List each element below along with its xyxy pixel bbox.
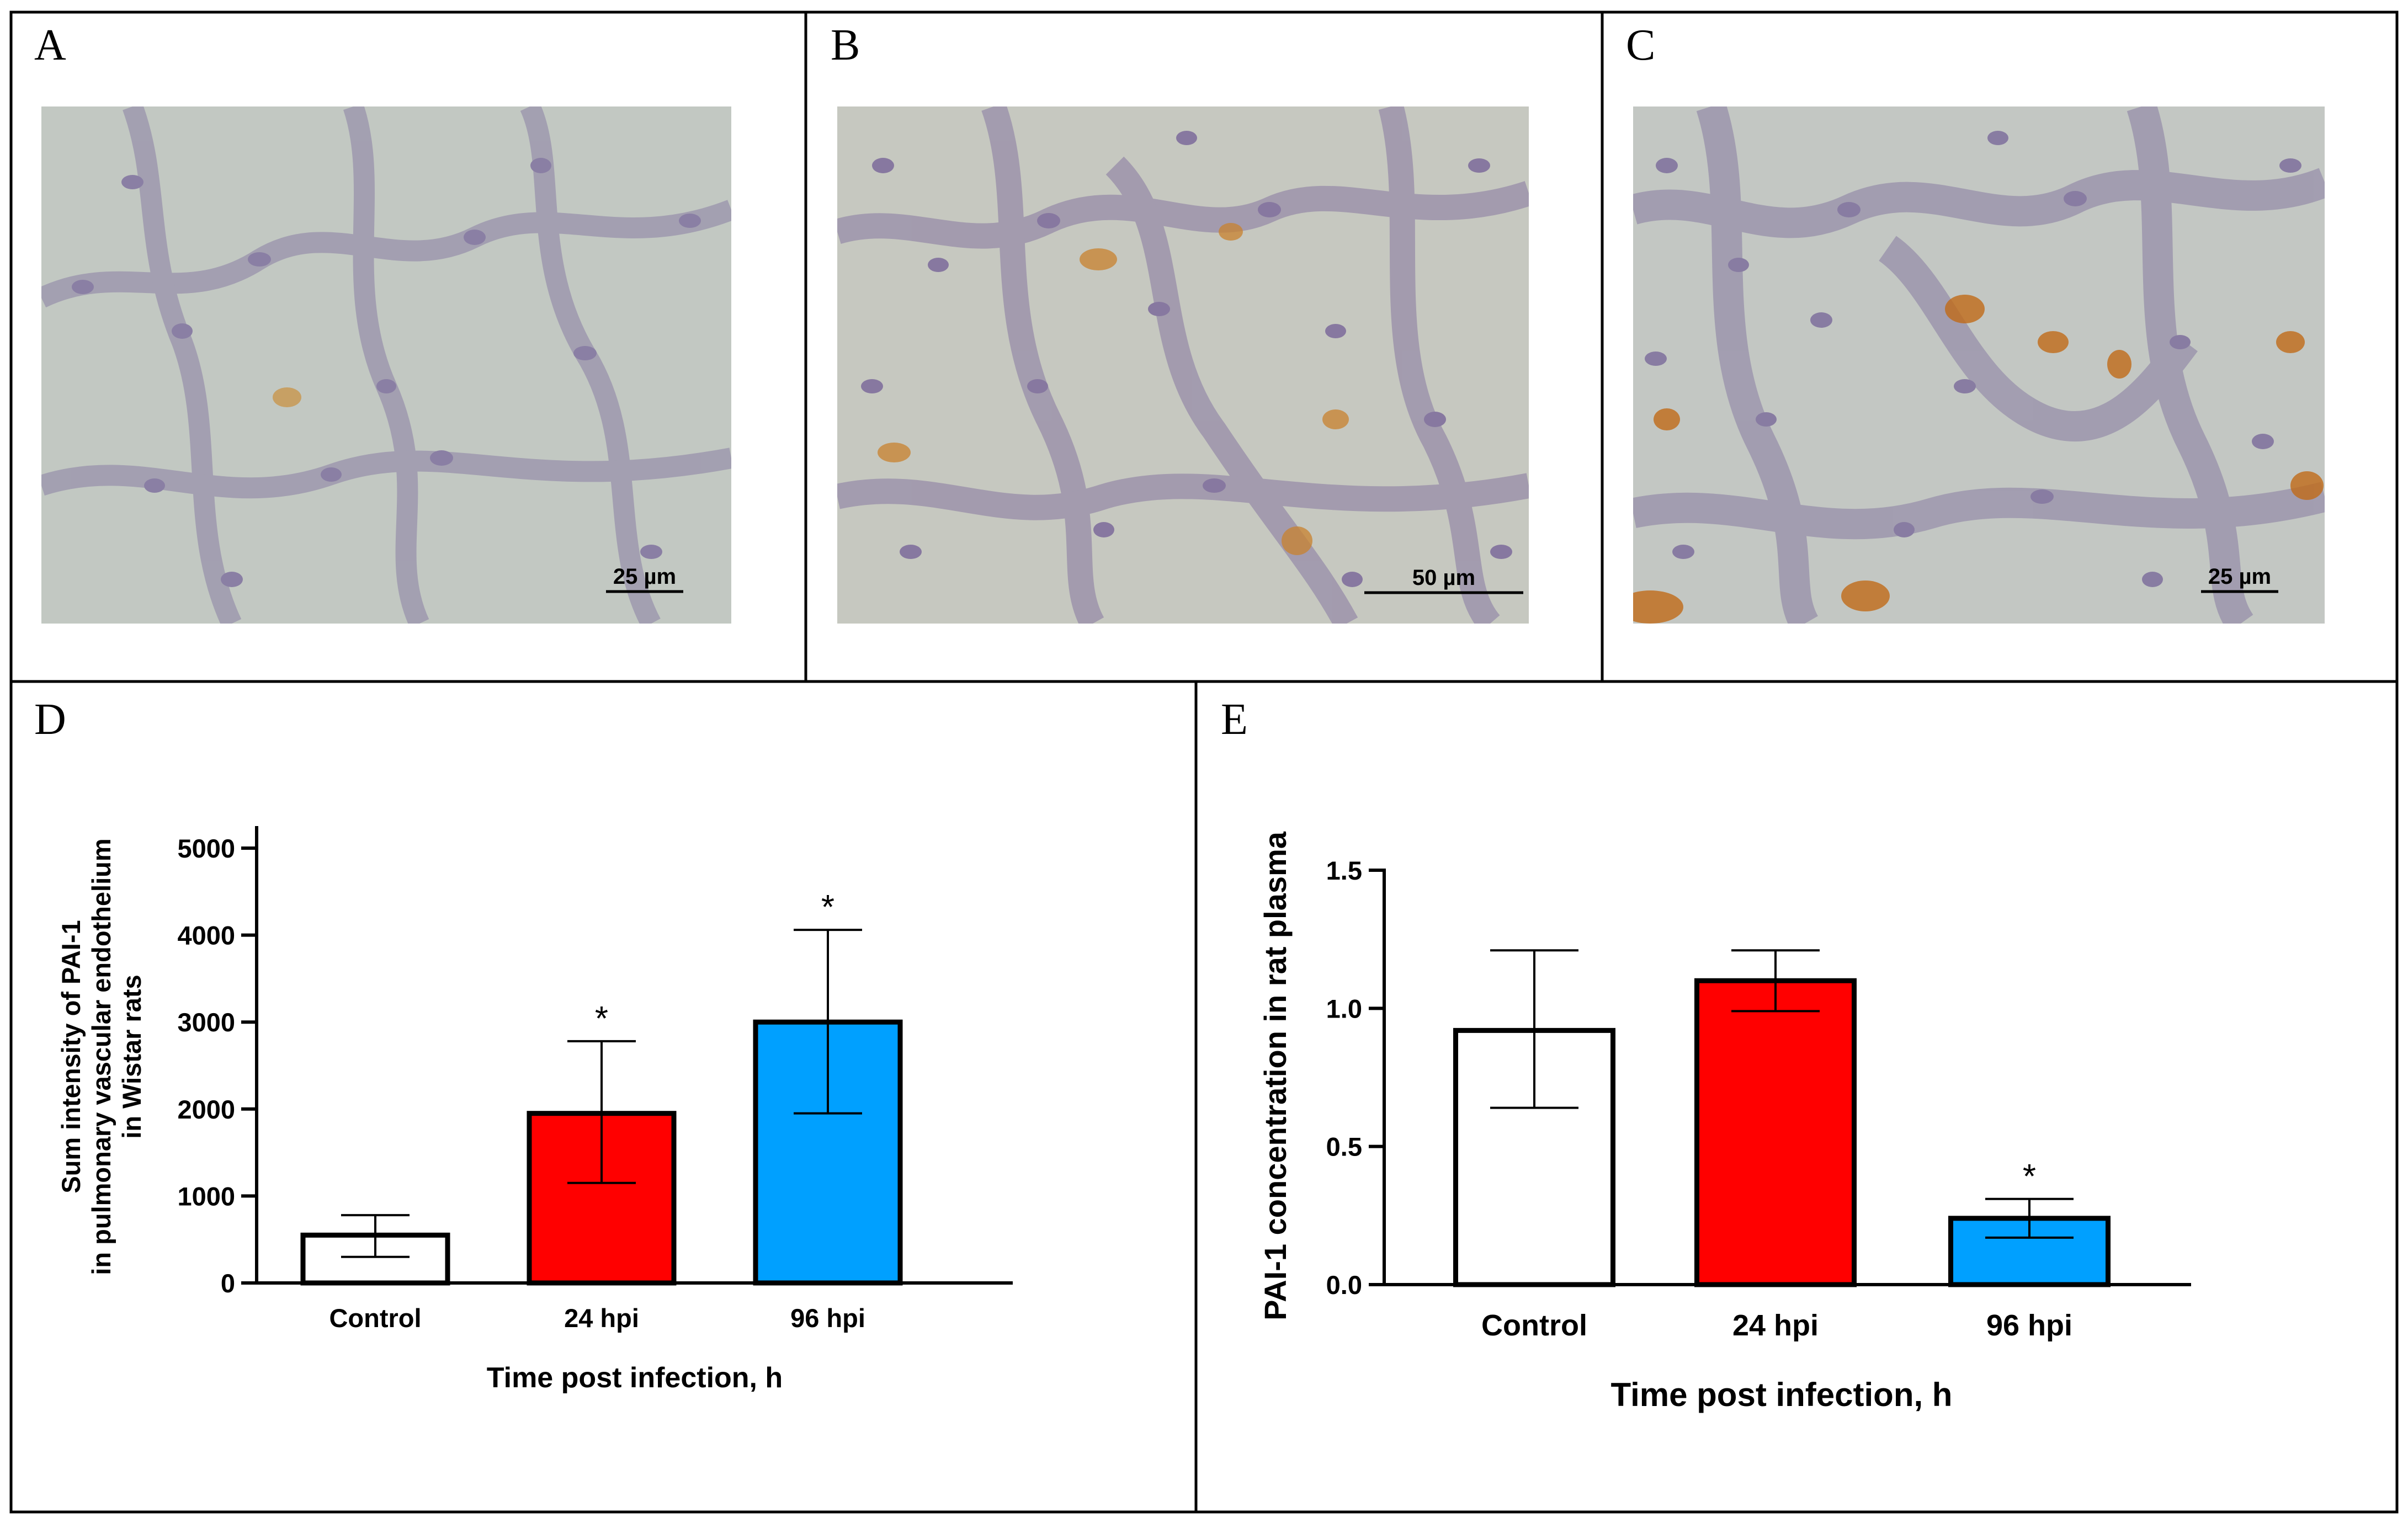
chart-e-error-96hpi xyxy=(1985,1197,2074,1239)
chart-e-xlabel-24hpi: 24 hpi xyxy=(1732,1309,1819,1342)
scale-bar-a: 25 µm xyxy=(606,565,683,593)
chart-d-ytick-label-4000: 4000 xyxy=(177,921,235,950)
micrograph-a xyxy=(41,106,731,624)
panel-letter-e: E xyxy=(1221,695,1248,744)
chart-e-significance-96hpi: * xyxy=(2023,1158,2036,1196)
chart-d-significance-96hpi: * xyxy=(821,888,834,926)
chart-e-error-24hpi xyxy=(1731,949,1820,1013)
panel-letter-a: A xyxy=(34,21,66,70)
chart-d-ytick-label-2000: 2000 xyxy=(177,1095,235,1124)
micrograph-b xyxy=(837,106,1529,624)
chart-d-y-title-line-3: in Wistar rats xyxy=(117,974,146,1138)
scale-bar-c-label: 25 µm xyxy=(2208,565,2271,589)
chart-d-x-title: Time post infection, h xyxy=(487,1362,783,1394)
chart-e-xlabel-control: Control xyxy=(1481,1309,1587,1342)
chart-d-y-axis: 0 1000 2000 3000 4000 5000 xyxy=(177,826,258,1298)
scale-bar-b: 50 µm xyxy=(1364,566,1523,594)
chart-d-ytick-label-3000: 3000 xyxy=(177,1008,235,1037)
chart-e-x-title: Time post infection, h xyxy=(1611,1376,1953,1413)
panel-letter-b: B xyxy=(831,21,860,70)
panel-letter-d: D xyxy=(34,695,66,744)
chart-d-xlabel-control: Control xyxy=(329,1303,421,1333)
chart-e-error-bars xyxy=(1490,949,2074,1239)
micrograph-c xyxy=(1633,106,2325,624)
chart-d-y-title: Sum intensity of PAI-1 in pulmonary vasc… xyxy=(56,838,146,1275)
chart-e-y-axis: 0.0 0.5 1.0 1.5 xyxy=(1326,856,1386,1300)
chart-d-xlabel-24hpi: 24 hpi xyxy=(564,1303,639,1333)
chart-e-bar-24hpi xyxy=(1694,978,1857,1287)
chart-d-y-title-line-1: Sum intensity of PAI-1 xyxy=(56,920,86,1193)
chart-e-y-title: PAI-1 concentration in rat plasma xyxy=(1258,831,1293,1320)
chart-d-ytick-label-5000: 5000 xyxy=(177,834,235,863)
chart-e: 0.0 0.5 1.0 1.5 * Control 24 hpi 96 hpi … xyxy=(1258,831,2191,1413)
chart-d-error-bars xyxy=(341,929,862,1258)
chart-e-ytick-label-1-5: 1.5 xyxy=(1326,856,1362,885)
panel-borders xyxy=(9,10,2399,1514)
chart-d-error-24hpi xyxy=(567,1040,636,1184)
chart-d-ytick-label-1000: 1000 xyxy=(177,1181,235,1211)
chart-d: 0 1000 2000 3000 4000 5000 * * Control 2… xyxy=(56,826,1013,1394)
chart-d-significance-24hpi: * xyxy=(595,1000,608,1038)
scale-bar-a-label: 25 µm xyxy=(613,565,676,589)
chart-e-xlabel-96hpi: 96 hpi xyxy=(1986,1309,2072,1342)
chart-d-xlabel-96hpi: 96 hpi xyxy=(790,1303,865,1333)
chart-d-error-control xyxy=(341,1214,410,1258)
chart-e-ytick-label-1-0: 1.0 xyxy=(1326,994,1362,1023)
chart-d-y-title-line-2: in pulmonary vascular endothelium xyxy=(87,838,116,1275)
chart-e-ytick-label-0: 0.0 xyxy=(1326,1270,1362,1300)
panel-letter-c: C xyxy=(1626,21,1655,70)
scale-bar-b-label: 50 µm xyxy=(1412,566,1475,590)
chart-e-bars xyxy=(1453,978,2111,1287)
chart-e-error-control xyxy=(1490,949,1578,1109)
chart-e-ytick-label-0-5: 0.5 xyxy=(1326,1132,1362,1162)
scale-bar-c: 25 µm xyxy=(2201,565,2278,593)
chart-d-ytick-label-0: 0 xyxy=(221,1269,235,1298)
chart-d-error-96hpi xyxy=(794,929,862,1115)
